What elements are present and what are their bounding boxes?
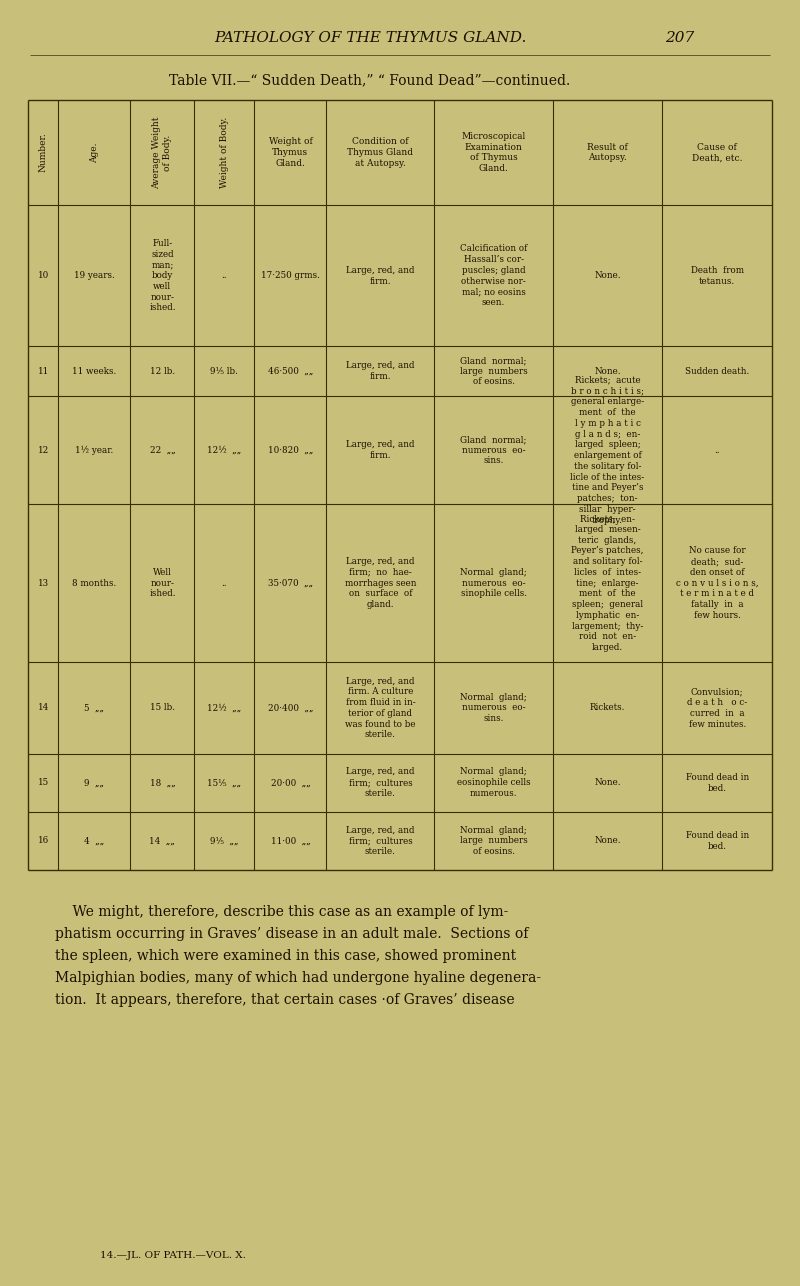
Text: 12½  „„: 12½ „„ [207, 446, 242, 455]
Text: Large, red, and
firm.: Large, red, and firm. [346, 361, 414, 381]
Text: None.: None. [594, 367, 621, 376]
Text: 15⅕  „„: 15⅕ „„ [207, 778, 242, 787]
Text: 15 lb.: 15 lb. [150, 703, 175, 712]
Text: ..: .. [714, 446, 720, 455]
Text: 9⅕  „„: 9⅕ „„ [210, 836, 238, 845]
Text: 17·250 grms.: 17·250 grms. [261, 271, 320, 280]
Text: 12: 12 [38, 446, 49, 455]
Text: Large, red, and
firm;  cultures
sterile.: Large, red, and firm; cultures sterile. [346, 768, 414, 799]
Text: 1½ year.: 1½ year. [75, 445, 114, 455]
Text: Convulsion;
d e a t h   o c-
curred  in  a
few minutes.: Convulsion; d e a t h o c- curred in a f… [687, 687, 747, 729]
Text: phatism occurring in Graves’ disease in an adult male.  Sections of: phatism occurring in Graves’ disease in … [55, 927, 528, 941]
Text: Large, red, and
firm;  no  hae-
morrhages seen
on  surface  of
gland.: Large, red, and firm; no hae- morrhages … [345, 557, 416, 610]
Text: Sudden death.: Sudden death. [685, 367, 750, 376]
Text: 11 weeks.: 11 weeks. [72, 367, 117, 376]
Text: 14: 14 [38, 703, 49, 712]
Text: Full-
sized
man;
body
well
nour-
ished.: Full- sized man; body well nour- ished. [149, 239, 176, 312]
Text: 20·400  „„: 20·400 „„ [268, 703, 313, 712]
Text: Found dead in
bed.: Found dead in bed. [686, 831, 749, 851]
Text: Condition of
Thymus Gland
at Autopsy.: Condition of Thymus Gland at Autopsy. [347, 138, 414, 167]
Text: Rickets.: Rickets. [590, 703, 626, 712]
Text: Age.: Age. [90, 143, 99, 163]
Text: 12 lb.: 12 lb. [150, 367, 175, 376]
Text: 16: 16 [38, 836, 49, 845]
Text: Normal  gland;
numerous  eo-
sins.: Normal gland; numerous eo- sins. [460, 693, 527, 723]
Text: 9  „„: 9 „„ [84, 778, 104, 787]
Text: 10·820  „„: 10·820 „„ [268, 446, 313, 455]
Text: Table VII.—“ Sudden Death,” “ Found Dead”—continued.: Table VII.—“ Sudden Death,” “ Found Dead… [170, 73, 570, 87]
Text: Death  from
tetanus.: Death from tetanus. [690, 266, 744, 285]
Text: Malpighian bodies, many of which had undergone hyaline degenera-: Malpighian bodies, many of which had und… [55, 971, 541, 985]
Text: 13: 13 [38, 579, 49, 588]
Text: Large, red, and
firm;  cultures
sterile.: Large, red, and firm; cultures sterile. [346, 826, 414, 856]
Text: Large, red, and
firm.: Large, red, and firm. [346, 266, 414, 285]
Text: Normal  gland;
large  numbers
of eosins.: Normal gland; large numbers of eosins. [460, 826, 527, 856]
Text: Large, red, and
firm.: Large, red, and firm. [346, 440, 414, 460]
Text: None.: None. [594, 271, 621, 280]
Text: Rickets;  en-
larged  mesen-
teric  glands,
Peyer’s patches,
and solitary fol-
l: Rickets; en- larged mesen- teric glands,… [571, 514, 644, 652]
Text: Well
nour-
ished.: Well nour- ished. [149, 568, 176, 598]
Text: ..: .. [222, 579, 227, 588]
Text: 15: 15 [38, 778, 49, 787]
Text: 22  „„: 22 „„ [150, 446, 175, 455]
Text: tion.  It appears, therefore, that certain cases ·of Graves’ disease: tion. It appears, therefore, that certai… [55, 993, 514, 1007]
Text: Number.: Number. [38, 132, 48, 172]
Text: 5  „„: 5 „„ [84, 703, 104, 712]
Text: Result of
Autopsy.: Result of Autopsy. [587, 143, 628, 162]
Text: 8 months.: 8 months. [72, 579, 117, 588]
Text: None.: None. [594, 778, 621, 787]
Text: 18  „„: 18 „„ [150, 778, 175, 787]
Text: the spleen, which were examined in this case, showed prominent: the spleen, which were examined in this … [55, 949, 516, 963]
Text: Rickets;  acute
b r o n c h i t i s;
general enlarge-
ment  of  the
l y m p h a : Rickets; acute b r o n c h i t i s; gene… [570, 376, 645, 525]
Text: 35·070  „„: 35·070 „„ [268, 579, 313, 588]
Text: 11: 11 [38, 367, 49, 376]
Text: 14  „„: 14 „„ [150, 836, 175, 845]
Text: Microscopical
Examination
of Thymus
Gland.: Microscopical Examination of Thymus Glan… [462, 132, 526, 174]
Text: Found dead in
bed.: Found dead in bed. [686, 773, 749, 792]
Text: 12½  „„: 12½ „„ [207, 703, 242, 712]
Text: 10: 10 [38, 271, 49, 280]
Text: ..: .. [222, 271, 227, 280]
Text: 14.—JL. OF PATH.—VOL. X.: 14.—JL. OF PATH.—VOL. X. [100, 1250, 246, 1259]
Text: No cause for
death;  sud-
den onset of
c o n v u l s i o n s,
t e r m i n a t e : No cause for death; sud- den onset of c … [676, 547, 758, 620]
Text: Gland  normal;
numerous  eo-
sins.: Gland normal; numerous eo- sins. [460, 435, 527, 466]
Text: We might, therefore, describe this case as an example of lym-: We might, therefore, describe this case … [55, 905, 508, 919]
Text: 9⅕ lb.: 9⅕ lb. [210, 367, 238, 376]
Text: Weight of
Thymus
Gland.: Weight of Thymus Gland. [269, 138, 312, 167]
Text: 4  „„: 4 „„ [84, 836, 105, 845]
Text: Calcification of
Hassall’s cor-
puscles; gland
otherwise nor-
mal; no eosins
see: Calcification of Hassall’s cor- puscles;… [460, 244, 527, 307]
Text: Normal  gland;
numerous  eo-
sinophile cells.: Normal gland; numerous eo- sinophile cel… [460, 568, 527, 598]
Text: 19 years.: 19 years. [74, 271, 114, 280]
Text: Normal  gland;
eosinophile cells
numerous.: Normal gland; eosinophile cells numerous… [457, 768, 530, 799]
Text: Weight of Body.: Weight of Body. [220, 117, 229, 188]
Text: 46·500  „„: 46·500 „„ [268, 367, 313, 376]
Text: 11·00  „„: 11·00 „„ [270, 836, 310, 845]
Text: None.: None. [594, 836, 621, 845]
Text: Large, red, and
firm. A culture
from fluid in in-
terior of gland
was found to b: Large, red, and firm. A culture from flu… [345, 676, 416, 739]
Text: 20·00  „„: 20·00 „„ [270, 778, 310, 787]
Text: Average Weight
of Body.: Average Weight of Body. [153, 116, 172, 189]
Text: PATHOLOGY OF THE THYMUS GLAND.: PATHOLOGY OF THE THYMUS GLAND. [214, 31, 526, 45]
Text: 207: 207 [666, 31, 694, 45]
Text: Gland  normal;
large  numbers
of eosins.: Gland normal; large numbers of eosins. [460, 356, 527, 387]
Text: Cause of
Death, etc.: Cause of Death, etc. [692, 143, 742, 162]
